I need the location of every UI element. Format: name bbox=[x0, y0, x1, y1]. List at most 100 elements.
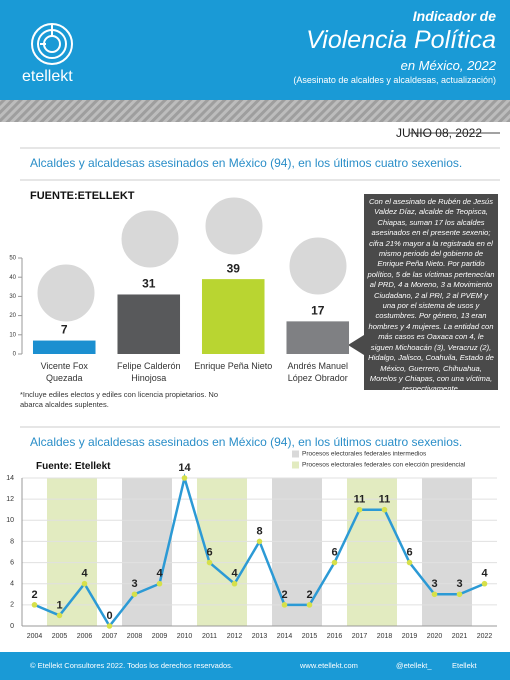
title-line: (Asesinato de alcaldes y alcaldesas, act… bbox=[293, 75, 496, 85]
x-tick-label: 2012 bbox=[227, 633, 243, 640]
bar bbox=[201, 279, 265, 354]
x-tick-label: Enrique Peña Nieto bbox=[194, 361, 273, 371]
x-tick-label: 2007 bbox=[102, 633, 118, 640]
x-tick-label: Vicente Fox Quezada bbox=[40, 361, 88, 383]
footer-bg bbox=[0, 652, 510, 680]
photos bbox=[34, 194, 350, 325]
value-label: 6 bbox=[331, 546, 337, 558]
x-tick-label: 2018 bbox=[377, 633, 393, 640]
y-tick-label: 14 bbox=[6, 475, 14, 482]
footer-copyright: © Etellekt Consultores 2022. Todos los d… bbox=[30, 661, 233, 670]
x-tick-label: Felipe Calderón Hinojosa bbox=[116, 361, 181, 383]
x-tick-label: 2009 bbox=[152, 633, 168, 640]
point bbox=[231, 580, 238, 587]
value-label: 6 bbox=[406, 546, 412, 558]
footnote: *Incluye ediles electos y ediles con lic… bbox=[20, 390, 219, 409]
value-label: 31 bbox=[142, 277, 156, 291]
brand: etellekt bbox=[22, 68, 73, 85]
x-tick-label: 2019 bbox=[402, 633, 418, 640]
point bbox=[81, 580, 88, 587]
line bbox=[34, 473, 485, 629]
x-tick-label: 2015 bbox=[302, 633, 318, 640]
value-label: 4 bbox=[481, 568, 488, 580]
y-tick-label: 20 bbox=[9, 313, 16, 319]
election-band bbox=[272, 478, 322, 626]
x-tick-label: 2017 bbox=[352, 633, 368, 640]
x-tick-label: 2022 bbox=[477, 633, 493, 640]
value-label: 39 bbox=[227, 261, 241, 275]
point bbox=[431, 591, 438, 598]
election-band bbox=[122, 478, 172, 626]
value-label: 17 bbox=[311, 304, 325, 318]
y-tick-label: 0 bbox=[13, 352, 17, 358]
election-band bbox=[347, 478, 397, 626]
x-tick-label: 2005 bbox=[52, 633, 68, 640]
source: FUENTE:ETELLEKT bbox=[30, 190, 135, 202]
value-label: 14 bbox=[178, 462, 191, 474]
subtitle: Alcaldes y alcaldesas asesinados en Méxi… bbox=[30, 156, 463, 170]
value-label: 6 bbox=[206, 546, 212, 558]
y-tick-label: 12 bbox=[6, 496, 14, 503]
value-label: 2 bbox=[306, 589, 312, 601]
value-label: 8 bbox=[256, 525, 262, 537]
point bbox=[481, 580, 488, 587]
bar bbox=[32, 340, 96, 354]
y-tick-label: 0 bbox=[10, 623, 14, 630]
y-tick-label: 50 bbox=[9, 256, 16, 262]
x-tick-label: Andrés Manuel López Obrador bbox=[287, 361, 349, 383]
point bbox=[106, 623, 113, 629]
x-tick-label: 2004 bbox=[27, 633, 43, 640]
y-tick-label: 10 bbox=[6, 517, 14, 524]
stripe-band bbox=[0, 100, 510, 122]
bar bbox=[117, 294, 181, 354]
x-tick-label: 2006 bbox=[77, 633, 93, 640]
value-label: 3 bbox=[131, 578, 137, 590]
legend-label: Procesos electorales federales con elecc… bbox=[302, 462, 466, 469]
x-tick-label: 2020 bbox=[427, 633, 443, 640]
point bbox=[356, 506, 363, 513]
footer-facebook: Etellekt bbox=[452, 661, 477, 670]
value-label: 3 bbox=[456, 578, 462, 590]
title-line: Violencia Política bbox=[306, 26, 496, 54]
value-label: 11 bbox=[379, 494, 391, 506]
subtitle: Alcaldes y alcaldesas asesinados en Méxi… bbox=[30, 435, 463, 449]
point bbox=[131, 591, 138, 598]
footer-web: www.etellekt.com bbox=[300, 661, 358, 670]
footer-twitter: @etellekt_ bbox=[396, 661, 432, 670]
legend-label: Procesos electorales federales intermedi… bbox=[302, 451, 427, 458]
header-bg bbox=[0, 0, 510, 100]
election-band bbox=[197, 478, 247, 626]
source: Fuente: Etellekt bbox=[36, 461, 111, 472]
value-label: 7 bbox=[61, 323, 68, 337]
title-line: en México, 2022 bbox=[400, 58, 496, 73]
x-tick-label: 2016 bbox=[327, 633, 343, 640]
y-tick-label: 40 bbox=[9, 275, 16, 281]
value-label: 4 bbox=[156, 568, 163, 580]
legend-swatch bbox=[292, 461, 299, 469]
x-tick-label: 2021 bbox=[452, 633, 468, 640]
point bbox=[56, 612, 63, 619]
value-label: 2 bbox=[31, 589, 37, 601]
y-tick-label: 30 bbox=[9, 294, 16, 300]
point bbox=[331, 559, 338, 566]
date: JUNIO 08, 2022 bbox=[395, 126, 482, 140]
x-tick-label: 2014 bbox=[277, 633, 293, 640]
election-band bbox=[47, 478, 97, 626]
point bbox=[381, 506, 388, 513]
legend-swatch bbox=[292, 450, 299, 458]
point bbox=[306, 602, 313, 608]
y-tick-label: 10 bbox=[9, 332, 16, 338]
point bbox=[456, 591, 463, 598]
point bbox=[156, 580, 163, 587]
bar bbox=[286, 321, 350, 354]
x-tick-label: 2010 bbox=[177, 633, 193, 640]
y-tick-label: 6 bbox=[10, 559, 14, 566]
y-tick-label: 2 bbox=[10, 602, 14, 609]
value-label: 2 bbox=[281, 589, 287, 601]
x-tick-label: 2011 bbox=[202, 633, 217, 640]
note-arrow bbox=[348, 335, 364, 355]
point bbox=[256, 538, 263, 545]
logo bbox=[31, 23, 73, 65]
point bbox=[31, 602, 38, 608]
